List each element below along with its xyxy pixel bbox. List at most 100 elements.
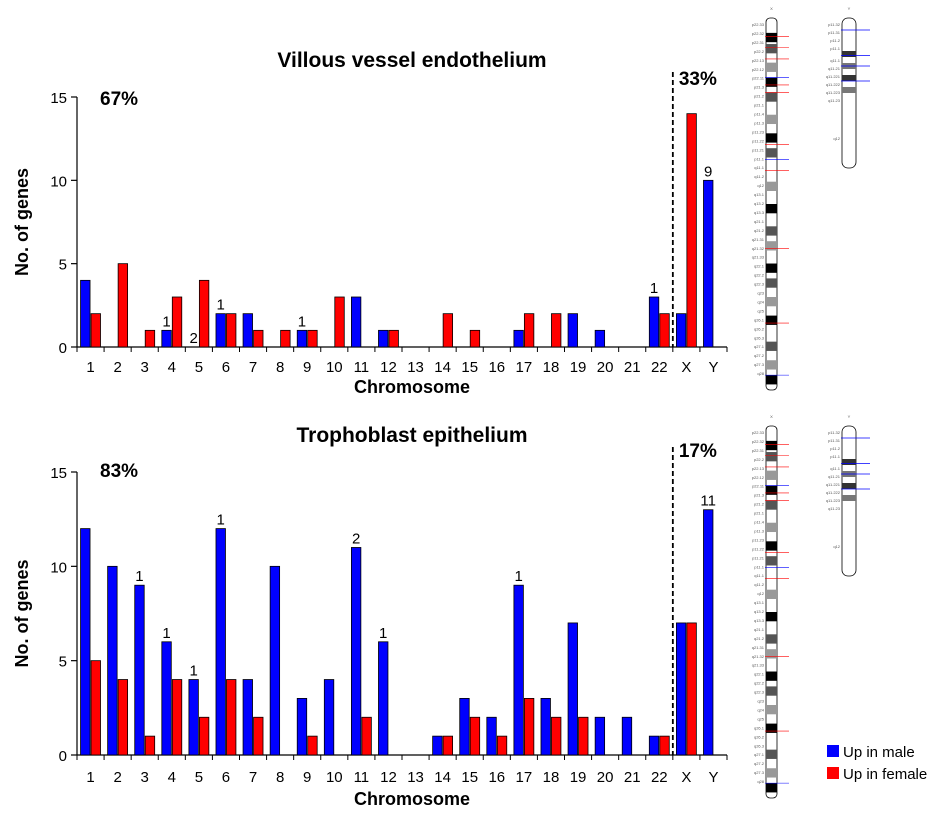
bar-female bbox=[280, 329, 291, 348]
x-band-label: p22.32 bbox=[752, 31, 765, 36]
chromosome-x-band bbox=[766, 62, 777, 72]
x-band-label: p11.1 bbox=[754, 156, 764, 161]
x-tick-label: 22 bbox=[651, 769, 668, 786]
x-band-label: p21.3 bbox=[754, 493, 765, 498]
y-band-label: q11.223 bbox=[826, 498, 841, 503]
bar-female bbox=[198, 279, 210, 348]
y-band-label: q11.23 bbox=[828, 506, 841, 511]
bar-female bbox=[388, 329, 399, 348]
chromosome-x-band bbox=[766, 589, 777, 599]
bar-female bbox=[469, 329, 481, 348]
bar-female bbox=[469, 716, 481, 756]
y-band-label: q11.21 bbox=[828, 474, 841, 479]
bar-male bbox=[540, 698, 551, 756]
y-tick-label: 0 bbox=[59, 340, 67, 357]
x-band-label: p21.1 bbox=[754, 511, 765, 516]
bar-female bbox=[307, 735, 318, 756]
bar-male bbox=[161, 329, 172, 348]
chart-title: Trophoblast epithelium bbox=[296, 424, 527, 447]
x-band-label: p11.21 bbox=[752, 555, 765, 560]
y-tick-label: 5 bbox=[59, 257, 67, 274]
bar-female bbox=[90, 313, 101, 348]
chromosome-y-band bbox=[842, 495, 856, 501]
x-tick-label: 17 bbox=[516, 769, 533, 786]
ideogram-x-label: X bbox=[770, 6, 773, 11]
chromosome-x-band bbox=[766, 181, 777, 191]
x-tick-label: 12 bbox=[380, 769, 397, 786]
x-band-label: q21.32 bbox=[752, 654, 765, 659]
x-band-label: q22.3 bbox=[754, 690, 765, 695]
y-band-label: q11.222 bbox=[826, 82, 841, 87]
y-tick-label: 5 bbox=[59, 654, 67, 671]
bar-male bbox=[675, 313, 687, 348]
bar-male bbox=[567, 622, 578, 756]
chromosome-x-band bbox=[766, 671, 777, 681]
x-band-label: p11.4 bbox=[754, 112, 764, 117]
x-tick-label: 18 bbox=[543, 359, 560, 376]
x-tick-label: 20 bbox=[597, 769, 614, 786]
bar-male bbox=[703, 179, 714, 348]
chromosome-x-band bbox=[766, 612, 777, 622]
x-tick-label: 12 bbox=[380, 359, 397, 376]
chromosome-x-band bbox=[766, 522, 777, 533]
bar-male bbox=[323, 679, 335, 756]
chromosome-x-band bbox=[766, 556, 777, 566]
bar-male bbox=[378, 641, 389, 756]
bar-male bbox=[378, 329, 389, 348]
bar-female bbox=[659, 313, 670, 348]
y-band-label: q11.21 bbox=[828, 66, 841, 71]
x-band-label: p22.31 bbox=[752, 448, 765, 453]
chromosome-x-band bbox=[766, 226, 777, 236]
bar-female bbox=[226, 679, 237, 756]
x-tick-label: 9 bbox=[303, 769, 311, 786]
x-tick-label: 6 bbox=[222, 359, 230, 376]
x-tick-label: 16 bbox=[488, 769, 505, 786]
x-band-label: q28 bbox=[757, 371, 764, 376]
x-band-label: q21.33 bbox=[752, 255, 765, 260]
y-band-label: q11.1 bbox=[830, 58, 840, 63]
bar-male bbox=[621, 716, 633, 756]
bar-female bbox=[686, 622, 697, 756]
y-band-label: q11.23 bbox=[828, 98, 841, 103]
y-band-label: p11.32 bbox=[828, 22, 841, 27]
x-band-label: p11.22 bbox=[752, 138, 765, 143]
y-tick-label: 10 bbox=[50, 559, 67, 576]
y-band-label: p11.2 bbox=[830, 446, 840, 451]
x-band-label: p22.13 bbox=[752, 58, 765, 63]
bar-male bbox=[486, 716, 497, 756]
chromosome-x-band bbox=[766, 723, 777, 733]
chromosome-y-band bbox=[842, 51, 856, 57]
x-band-label: p11.3 bbox=[754, 120, 764, 125]
x-band-label: q27.1 bbox=[754, 344, 765, 349]
data-label: 1 bbox=[514, 568, 522, 585]
x-band-label: p21.2 bbox=[754, 502, 765, 507]
bar-male bbox=[594, 329, 606, 348]
data-label: 1 bbox=[162, 625, 170, 642]
x-band-label: p21.2 bbox=[754, 94, 765, 99]
chromosome-x-band bbox=[766, 634, 777, 644]
bar-female bbox=[496, 735, 508, 756]
chromosome-x-band bbox=[766, 649, 777, 659]
chromosome-x-band bbox=[766, 440, 777, 451]
chromosome-y-band bbox=[842, 459, 856, 465]
bar-male bbox=[648, 735, 660, 756]
x-band-label: p11.23 bbox=[752, 129, 765, 134]
x-band-label: q21.33 bbox=[752, 663, 765, 668]
x-band-label: q26.2 bbox=[754, 734, 765, 739]
y-tick-label: 0 bbox=[59, 748, 67, 765]
x-band-label: q11.2 bbox=[754, 582, 764, 587]
chromosome-x-band bbox=[766, 263, 777, 273]
x-tick-label: 1 bbox=[86, 359, 94, 376]
x-tick-label: 20 bbox=[597, 359, 614, 376]
chromosome-x-band bbox=[766, 705, 777, 715]
data-label: 1 bbox=[217, 512, 225, 529]
x-band-label: p22.33 bbox=[752, 22, 765, 27]
y-band-label: p11.2 bbox=[830, 38, 840, 43]
chromosome-x-band bbox=[766, 315, 777, 325]
x-band-label: q22.2 bbox=[754, 273, 765, 278]
chromosome-x-band bbox=[766, 77, 777, 87]
x-band-label: q11.1 bbox=[754, 573, 764, 578]
x-band-label: q22.2 bbox=[754, 681, 765, 686]
ideogram-y-label: Y bbox=[848, 6, 851, 11]
